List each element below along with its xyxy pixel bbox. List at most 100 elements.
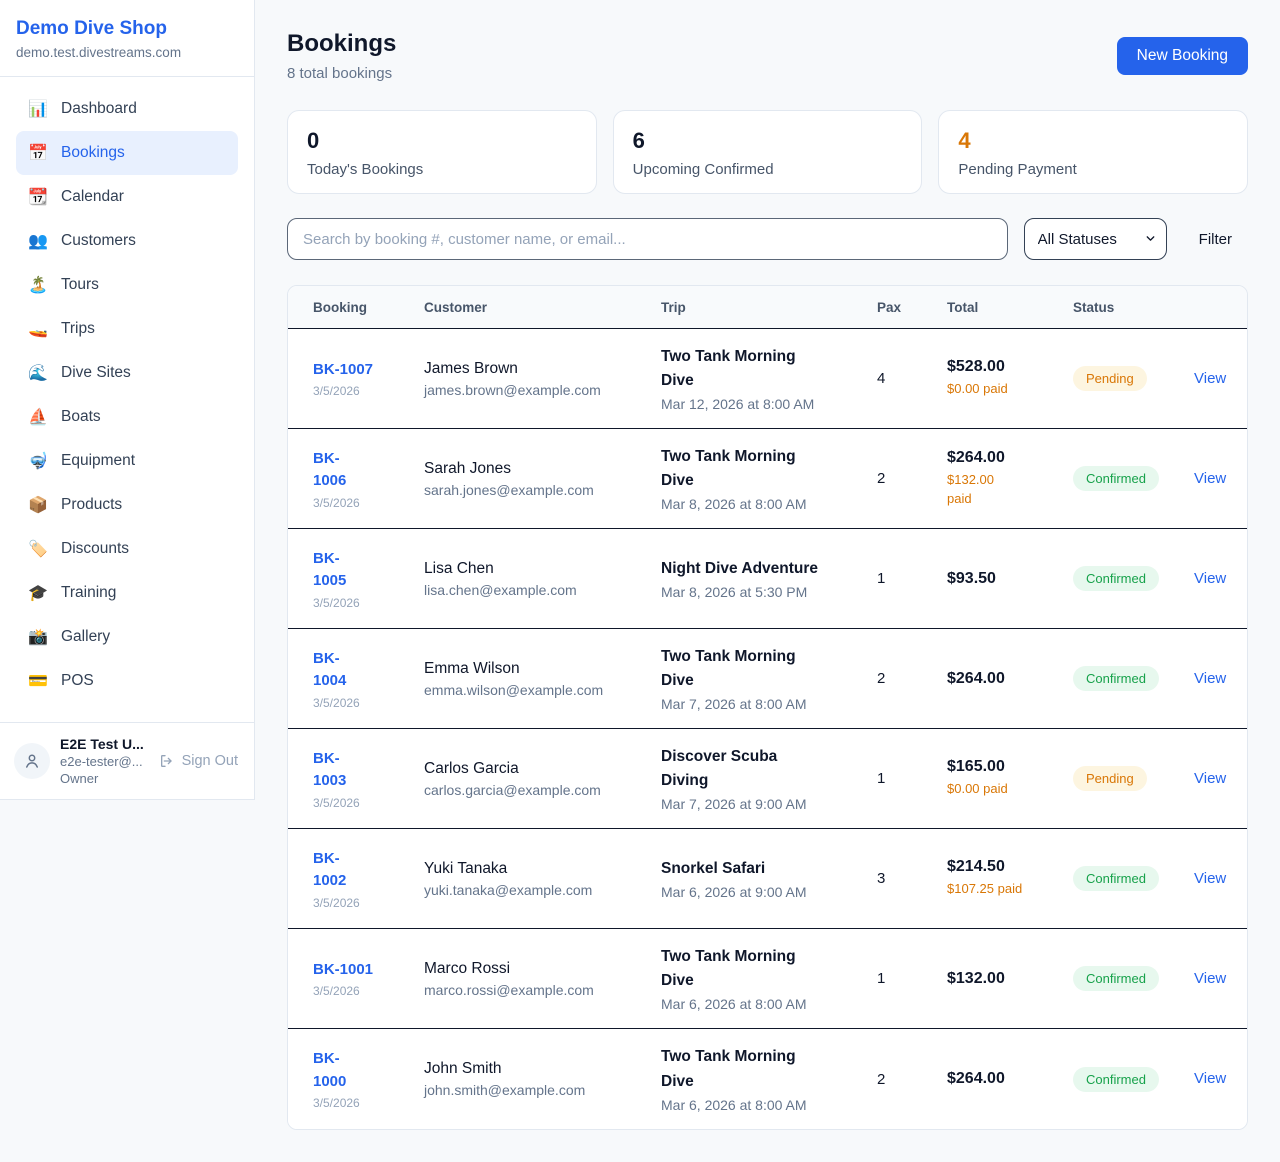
booking-date: 3/5/2026 (313, 495, 360, 510)
pax-count: 1 (877, 570, 886, 587)
sidebar-item-boats[interactable]: ⛵ Boats (16, 395, 238, 439)
bookings-table: Booking Customer Trip Pax Total Status B… (287, 285, 1248, 1130)
status-badge: Confirmed (1073, 566, 1159, 591)
sidebar-user-section: E2E Test U... e2e-tester@... Owner Sign … (0, 722, 254, 799)
booking-id-link[interactable]: BK- 1006 (313, 449, 347, 490)
total-amount: $93.50 (947, 569, 996, 587)
user-info: E2E Test U... e2e-tester@... Owner (60, 736, 149, 786)
booking-id-link[interactable]: BK- 1003 (313, 749, 347, 790)
status-badge: Confirmed (1073, 466, 1159, 491)
booking-id-link[interactable]: BK-1001 (313, 960, 374, 978)
sidebar-item-training[interactable]: 🎓 Training (16, 571, 238, 615)
stat-value: 4 (958, 128, 971, 153)
customer-email: marco.rossi@example.com (424, 981, 594, 998)
trip-name: Night Dive Adventure (661, 559, 819, 577)
status-badge: Confirmed (1073, 966, 1159, 991)
trip-datetime: Mar 12, 2026 at 8:00 AM (661, 396, 815, 413)
pax-count: 4 (877, 370, 886, 387)
person-icon (26, 754, 38, 768)
diving-mask-icon: 🤿 (28, 453, 48, 470)
page-title: Bookings (287, 30, 397, 57)
customers-icon: 👥 (28, 233, 48, 250)
trips-speedboat-icon: 🚤 (28, 321, 48, 338)
customer-email: yuki.tanaka@example.com (424, 881, 593, 898)
trip-name: Two Tank Morning Dive (661, 347, 796, 389)
sailboat-icon: ⛵ (28, 409, 48, 426)
trip-datetime: Mar 8, 2026 at 8:00 AM (661, 496, 807, 513)
view-link[interactable]: View (1194, 569, 1227, 587)
table-row: BK- 1002 3/5/2026 Yuki Tanaka yuki.tanaka@… (288, 829, 1247, 929)
stat-card-pending-payment: 4 Pending Payment (938, 110, 1249, 194)
pax-count: 3 (877, 870, 886, 887)
trip-datetime: Mar 6, 2026 at 8:00 AM (661, 1096, 807, 1113)
trip-name: Snorkel Safari (661, 859, 766, 877)
package-icon: 📦 (28, 497, 48, 514)
sidebar-item-label: Customers (61, 232, 136, 249)
customer-email: lisa.chen@example.com (424, 581, 577, 598)
user-name: E2E Test U... (60, 736, 144, 752)
customer-email: john.smith@example.com (424, 1082, 586, 1098)
view-link[interactable]: View (1194, 669, 1227, 687)
stat-label: Today's Bookings (307, 161, 424, 179)
customer-name: Sarah Jones (424, 459, 512, 477)
table-row: BK- 1000 3/5/2026 John Smith john.smith@ex… (288, 1029, 1247, 1129)
view-link[interactable]: View (1194, 969, 1227, 987)
sidebar-item-tours[interactable]: 🏝️ Tours (16, 263, 238, 307)
wave-icon: 🌊 (28, 365, 48, 382)
sidebar-item-dashboard[interactable]: 📊 Dashboard (16, 87, 238, 131)
shop-domain: demo.test.divestreams.com (16, 45, 182, 60)
sidebar-item-trips[interactable]: 🚤 Trips (16, 307, 238, 351)
stat-card-upcoming-confirmed: 6 Upcoming Confirmed (612, 110, 923, 194)
booking-date: 3/5/2026 (313, 695, 360, 710)
dashboard-icon: 📊 (28, 101, 48, 118)
trip-name: Discover Scuba Diving (661, 747, 778, 789)
customer-name: Yuki Tanaka (424, 859, 508, 877)
total-amount: $528.00 (947, 358, 1005, 376)
sign-out-icon (160, 755, 172, 767)
view-link[interactable]: View (1194, 369, 1227, 387)
bookings-calendar-icon: 📅 (28, 145, 48, 162)
view-link[interactable]: View (1194, 469, 1227, 487)
sidebar-item-calendar[interactable]: 📆 Calendar (16, 175, 238, 219)
avatar (14, 743, 50, 779)
pax-count: 2 (877, 1070, 886, 1088)
booking-id-link[interactable]: BK- 1005 (313, 549, 347, 590)
status-badge: Pending (1073, 766, 1147, 791)
search-input[interactable] (287, 218, 1008, 260)
new-booking-button[interactable]: New Booking (1116, 37, 1248, 75)
booking-date: 3/5/2026 (313, 1096, 360, 1110)
total-bookings-count: 8 total bookings (287, 65, 393, 82)
booking-id-link[interactable]: BK-1007 (313, 360, 374, 378)
customer-name: John Smith (424, 1060, 502, 1077)
sidebar-item-pos[interactable]: 💳 POS (16, 659, 238, 703)
sidebar-item-discounts[interactable]: 🏷️ Discounts (16, 527, 238, 571)
column-header-total: Total (947, 299, 979, 315)
pax-count: 1 (877, 770, 886, 787)
total-amount: $264.00 (947, 1070, 1005, 1087)
sidebar-item-label: Equipment (61, 452, 136, 469)
view-link[interactable]: View (1194, 1070, 1227, 1087)
booking-id-link[interactable]: BK- 1002 (313, 849, 347, 890)
sidebar-item-gallery[interactable]: 📸 Gallery (16, 615, 238, 659)
booking-id-link[interactable]: BK- 1004 (313, 649, 347, 690)
status-filter-select[interactable]: All Statuses (1023, 218, 1167, 260)
sidebar-item-bookings[interactable]: 📅 Bookings (16, 131, 238, 175)
sidebar-item-equipment[interactable]: 🤿 Equipment (16, 439, 238, 483)
view-link[interactable]: View (1194, 869, 1227, 887)
sidebar-item-products[interactable]: 📦 Products (16, 483, 238, 527)
column-header-trip: Trip (661, 299, 686, 315)
shop-title: Demo Dive Shop (16, 18, 167, 39)
stat-value: 0 (307, 128, 320, 153)
stat-value: 6 (632, 128, 645, 153)
customer-name: James Brown (424, 359, 518, 377)
booking-id-link[interactable]: BK- 1000 (313, 1050, 347, 1090)
view-link[interactable]: View (1194, 769, 1227, 787)
sidebar-item-label: Dashboard (61, 100, 137, 117)
sign-out-label: Sign Out (181, 753, 238, 769)
filter-button[interactable]: Filter (1198, 230, 1232, 248)
sidebar-item-dive-sites[interactable]: 🌊 Dive Sites (16, 351, 238, 395)
column-header-customer: Customer (424, 299, 488, 315)
booking-date: 3/5/2026 (313, 895, 360, 910)
sidebar-item-customers[interactable]: 👥 Customers (16, 219, 238, 263)
sign-out-button[interactable]: Sign Out (159, 753, 238, 769)
